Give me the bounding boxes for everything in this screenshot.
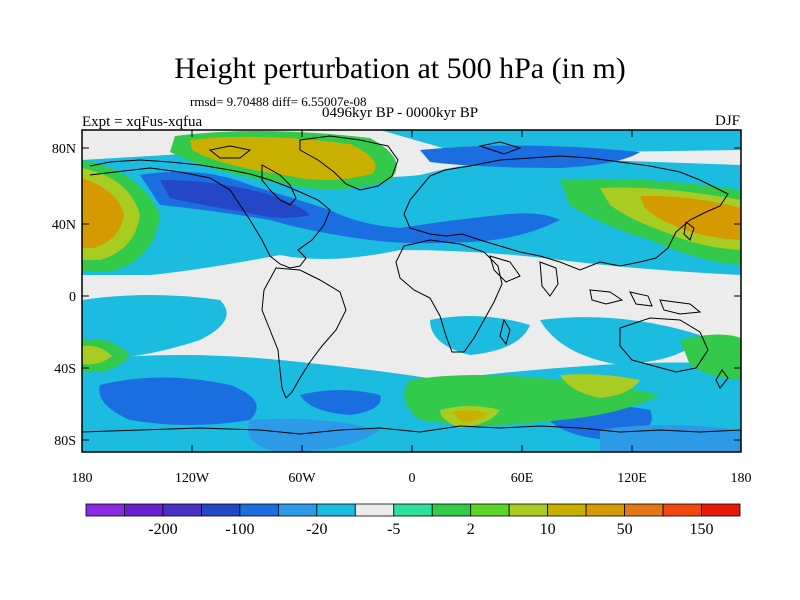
colorbar-swatch xyxy=(277,503,318,517)
lon-tick-label: 120W xyxy=(175,471,210,486)
colorbar-swatch xyxy=(470,503,510,517)
experiment-label: Expt = xqFus-xqfua xyxy=(82,114,203,130)
lon-tick-label: 180 xyxy=(731,471,752,486)
lon-tick-label: 120E xyxy=(617,471,647,486)
colorbar-swatch xyxy=(662,503,702,517)
lat-tick-label: 40S xyxy=(54,362,76,377)
lon-tick-label: 0 xyxy=(409,471,416,486)
colorbar-swatch xyxy=(162,503,202,517)
colorbar-swatch xyxy=(201,503,241,517)
plot-title: Height perturbation at 500 hPa (in m) xyxy=(174,52,626,85)
period-label: 0496kyr BP - 0000kyr BP xyxy=(322,105,479,121)
colorbar-swatch xyxy=(316,503,356,517)
colorbar-swatch xyxy=(585,503,625,517)
latitude-axis: 80N 40N 0 40S 80S xyxy=(52,142,741,449)
contour-field xyxy=(82,130,741,452)
colorbar-swatch xyxy=(701,503,741,517)
lat-tick-label: 80S xyxy=(54,434,76,449)
colorbar-label: -200 xyxy=(148,521,177,538)
lat-tick-label: 0 xyxy=(69,290,76,305)
lon-tick-label: 180 xyxy=(72,471,93,486)
lon-tick-label: 60E xyxy=(511,471,534,486)
colorbar-swatch xyxy=(85,503,125,517)
coastlines xyxy=(82,135,741,435)
colorbar-label: 2 xyxy=(467,521,475,538)
season-label: DJF xyxy=(714,113,740,129)
colorbar-label: -20 xyxy=(306,521,327,538)
lat-tick-label: 80N xyxy=(52,142,76,157)
colorbar-swatch xyxy=(547,503,587,517)
lon-tick-label: 60W xyxy=(288,471,316,486)
lat-tick-label: 40N xyxy=(52,218,76,233)
colorbar-swatch xyxy=(239,503,279,517)
colorbar-swatch xyxy=(393,503,433,517)
colorbar-label: -100 xyxy=(225,521,254,538)
colorbar-swatch xyxy=(354,503,395,517)
rmsd-diff-text: rmsd= 9.70488 diff= 6.55007e-08 xyxy=(190,94,367,109)
colorbar-label: 10 xyxy=(540,521,556,538)
colorbar-label: 50 xyxy=(617,521,633,538)
colorbar-label: -5 xyxy=(387,521,400,538)
colorbar-swatch xyxy=(431,503,472,517)
colorbar-swatch xyxy=(124,503,164,517)
colorbar: -200 -100 -20 -5 2 10 50 150 xyxy=(85,503,741,538)
colorbar-swatch xyxy=(508,503,549,517)
colorbar-label: 150 xyxy=(690,521,714,538)
longitude-axis: 180 120W 60W 0 60E 120E 180 xyxy=(72,130,752,486)
colorbar-swatch xyxy=(624,503,664,517)
